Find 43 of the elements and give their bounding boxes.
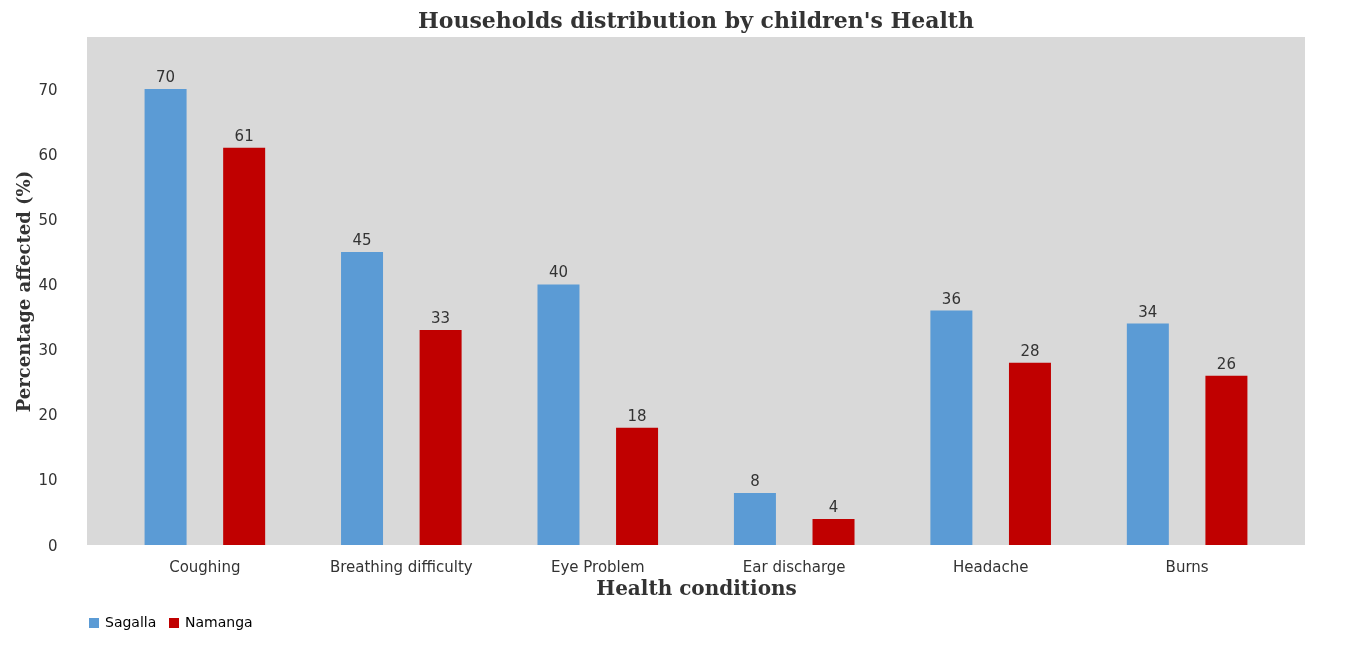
y-tick-label: 70 [38,80,58,99]
bar [812,518,855,545]
data-label: 36 [941,289,961,308]
bar [1126,323,1169,545]
data-label: 33 [431,309,451,328]
x-tick-label: Eye Problem [550,557,645,576]
x-tick-label: Coughing [169,557,241,576]
bar [223,147,266,545]
bar [537,284,580,545]
x-tick-label: Headache [952,557,1029,576]
data-label: 61 [234,126,254,145]
x-tick-label: Breathing difficulty [329,557,473,576]
data-label: 45 [352,230,372,249]
data-label: 28 [1020,341,1040,360]
y-tick-label: 20 [38,406,58,425]
bar [1205,375,1248,545]
bar [341,251,384,545]
data-label: 8 [750,471,760,490]
y-axis-title: Percentage affected (%) [13,170,35,413]
data-label: 70 [156,68,176,87]
bar [144,89,187,545]
x-tick-label: Burns [1165,557,1209,576]
x-tick-label: Ear discharge [742,557,846,576]
bar [930,310,973,545]
x-axis-title: Health conditions [596,575,797,600]
bar [419,330,462,545]
legend-label: Sagalla [105,614,157,630]
data-label: 40 [548,263,569,282]
chart-title: Households distribution by children's Health [418,7,974,33]
y-tick-label: 60 [38,145,58,164]
data-label: 26 [1216,354,1236,373]
data-label: 18 [627,406,647,425]
data-label: 4 [828,497,839,516]
bar [733,492,776,545]
y-tick-label: 10 [38,471,58,490]
bar [616,427,659,545]
data-label: 34 [1138,302,1158,321]
bar [1008,362,1051,545]
y-tick-label: 0 [47,536,58,555]
y-tick-label: 50 [38,210,58,229]
legend-label: Namanga [185,614,253,630]
y-tick-label: 30 [38,341,58,360]
y-tick-label: 40 [38,275,58,294]
